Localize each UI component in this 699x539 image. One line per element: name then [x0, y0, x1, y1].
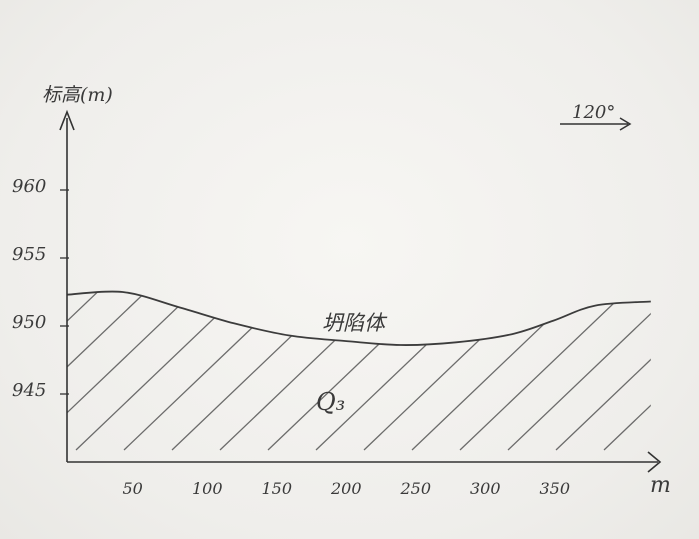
- y-tick-label: 945: [12, 380, 46, 401]
- x-tick-label: 150: [262, 479, 293, 498]
- hatch-line: [603, 291, 651, 451]
- orientation-label: 120°: [572, 102, 615, 123]
- hatch-line: [67, 291, 249, 451]
- hatch-line: [67, 291, 105, 451]
- hatch-line: [363, 291, 585, 451]
- hatch-line: [171, 291, 393, 451]
- hatch-line: [219, 291, 441, 451]
- x-axis-arrow: [647, 451, 662, 473]
- stratum-label: Q₃: [316, 388, 345, 416]
- hatch-line: [0, 240, 8, 450]
- hatch-line: [459, 291, 651, 451]
- x-axis-unit: m: [650, 473, 671, 498]
- hatch-line: [652, 240, 699, 450]
- x-tick-label: 100: [192, 479, 223, 498]
- x-tick-label: 250: [400, 479, 432, 498]
- hatch-line: [67, 291, 153, 451]
- hatch-line: [0, 240, 56, 450]
- hatch-line: [123, 291, 345, 451]
- y-tick-label: 960: [12, 176, 46, 197]
- hatch-line: [67, 291, 201, 451]
- x-tick-label: 350: [540, 479, 571, 498]
- ground-profile-line: [66, 290, 651, 346]
- x-ticks: 50 100 150 200 250 300 350: [123, 479, 571, 498]
- hatch-line: [75, 291, 297, 451]
- x-tick-label: 200: [330, 479, 362, 498]
- orientation-arrow-head: [619, 117, 632, 131]
- y-tick-label: 950: [12, 312, 46, 333]
- y-axis-arrow: [59, 109, 75, 131]
- y-axis-label: 标高(m): [42, 84, 113, 106]
- x-tick-label: 50: [123, 479, 143, 498]
- hatch-line: [411, 291, 633, 451]
- stratum-hatching: [0, 240, 699, 451]
- x-tick-label: 300: [470, 479, 501, 498]
- hatch-line: [507, 291, 651, 451]
- y-ticks: 960 955 950 945: [12, 176, 69, 401]
- hatch-line: [555, 291, 651, 451]
- hatch-line: [267, 291, 489, 451]
- y-tick-label: 955: [12, 244, 46, 265]
- slope-label: 坍陷体: [322, 311, 388, 335]
